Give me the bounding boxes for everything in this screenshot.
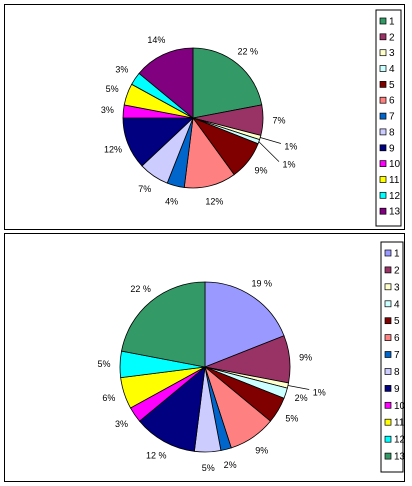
legend-swatch-2: [379, 33, 387, 41]
data-label-13: 14%: [147, 35, 165, 45]
legend-label-7: 7: [389, 112, 395, 123]
legend-swatch-8: [384, 368, 392, 375]
legend-label-3: 3: [394, 282, 400, 293]
data-label-3: 1%: [284, 142, 297, 152]
legend-label-5: 5: [394, 316, 400, 327]
data-label-13: 22 %: [130, 284, 151, 294]
legend-box: [380, 241, 404, 473]
legend-swatch-13: [379, 207, 387, 215]
legend-label-3: 3: [389, 48, 395, 59]
legend-swatch-10: [379, 160, 387, 167]
pie-slice-13: [138, 47, 194, 119]
legend-label-7: 7: [394, 350, 400, 361]
legend-swatch-6: [384, 334, 392, 341]
legend-swatch-12: [379, 191, 387, 199]
legend-swatch-1: [384, 249, 392, 257]
data-label-7: 4%: [165, 196, 178, 206]
legend-label-8: 8: [394, 367, 400, 378]
data-label-9: 12 %: [146, 451, 167, 461]
data-label-12: 3%: [115, 65, 128, 75]
legend-label-8: 8: [389, 127, 395, 138]
leader-line-3: [287, 385, 310, 390]
legend-label-1: 1: [394, 249, 400, 260]
data-label-11: 5%: [106, 84, 119, 94]
data-label-10: 3%: [101, 105, 114, 115]
legend-swatch-4: [379, 65, 387, 72]
data-label-8: 7%: [138, 184, 151, 194]
legend-swatch-9: [379, 144, 387, 152]
data-label-6: 12%: [205, 196, 223, 206]
legend-label-12: 12: [389, 191, 401, 202]
data-label-7: 2%: [224, 460, 237, 470]
pie-slice-1: [204, 281, 285, 368]
legend-swatch-11: [384, 418, 392, 426]
legend-swatch-5: [384, 317, 392, 325]
data-label-1: 19 %: [252, 279, 273, 289]
pie-slice-9: [138, 366, 206, 452]
legend-swatch-11: [379, 176, 387, 183]
legend-label-13: 13: [394, 452, 406, 463]
data-label-2: 9%: [299, 353, 312, 363]
data-label-6: 9%: [255, 446, 268, 456]
data-label-8: 5%: [202, 463, 215, 473]
pie-slice-13: [121, 281, 206, 368]
legend-label-9: 9: [394, 384, 400, 395]
data-label-12: 5%: [97, 359, 110, 369]
pie-chart-2: 19 %9%1%2%5%9%2%5%12 %3%6%5%22 %12345678…: [97, 241, 406, 473]
chart-panel-2: 19 % 9% 1% 2% 5% 9% 2% 5% 12 % 3% 6% 5% 22 % 1 2 3 4 5 6 7 8…: [4, 233, 406, 482]
legend-swatch-1: [379, 17, 387, 25]
legend-label-13: 13: [389, 207, 401, 218]
legend-label-10: 10: [394, 401, 406, 412]
legend-swatch-2: [384, 266, 392, 274]
legend-swatch-4: [384, 300, 392, 308]
legend-label-12: 12: [394, 435, 406, 446]
legend-label-11: 11: [389, 175, 400, 186]
legend-swatch-3: [384, 283, 392, 291]
data-label-10: 3%: [115, 419, 128, 429]
legend-swatch-3: [379, 49, 387, 57]
chart-panel-1: 22 % 7% 1% 1% 9% 12% 4% 7% 12% 3% 5% 3% 14% 1 2 3 4 5 6 7 8 9…: [4, 4, 405, 230]
legend-swatch-5: [379, 81, 387, 88]
pie-chart-1: 22 %7%1%1%9%12%4%7%12%3%5%3%14%123456789…: [101, 9, 402, 227]
legend-swatch-8: [379, 128, 387, 136]
legend-label-10: 10: [389, 159, 401, 170]
legend-label-2: 2: [394, 265, 400, 276]
data-label-11: 6%: [102, 393, 115, 403]
legend-swatch-7: [379, 112, 387, 120]
legend-label-5: 5: [389, 80, 395, 91]
legend-label-11: 11: [394, 418, 405, 429]
legend-label-6: 6: [389, 96, 395, 107]
leader-line-3: [260, 137, 281, 144]
legend-swatch-9: [384, 385, 392, 392]
legend-swatch-10: [384, 401, 392, 409]
legend-label-4: 4: [389, 64, 395, 75]
data-label-9: 12%: [104, 145, 122, 155]
data-label-1: 22 %: [238, 47, 259, 57]
data-label-4: 1%: [282, 160, 295, 170]
data-label-3: 1%: [313, 388, 326, 398]
leader-line-4: [258, 141, 280, 162]
legend-label-6: 6: [394, 333, 400, 344]
legend-swatch-12: [384, 435, 392, 443]
data-label-4: 2%: [295, 393, 308, 403]
data-label-5: 9%: [254, 166, 267, 176]
legend-label-2: 2: [389, 32, 395, 43]
legend-label-4: 4: [394, 299, 400, 310]
data-label-2: 7%: [272, 116, 285, 126]
legend-swatch-13: [384, 452, 392, 460]
pie-slice-1: [192, 47, 263, 119]
legend-swatch-7: [384, 351, 392, 358]
data-label-5: 5%: [285, 413, 298, 423]
legend-swatch-6: [379, 96, 387, 104]
legend-label-1: 1: [389, 17, 395, 28]
legend-label-9: 9: [389, 143, 395, 154]
